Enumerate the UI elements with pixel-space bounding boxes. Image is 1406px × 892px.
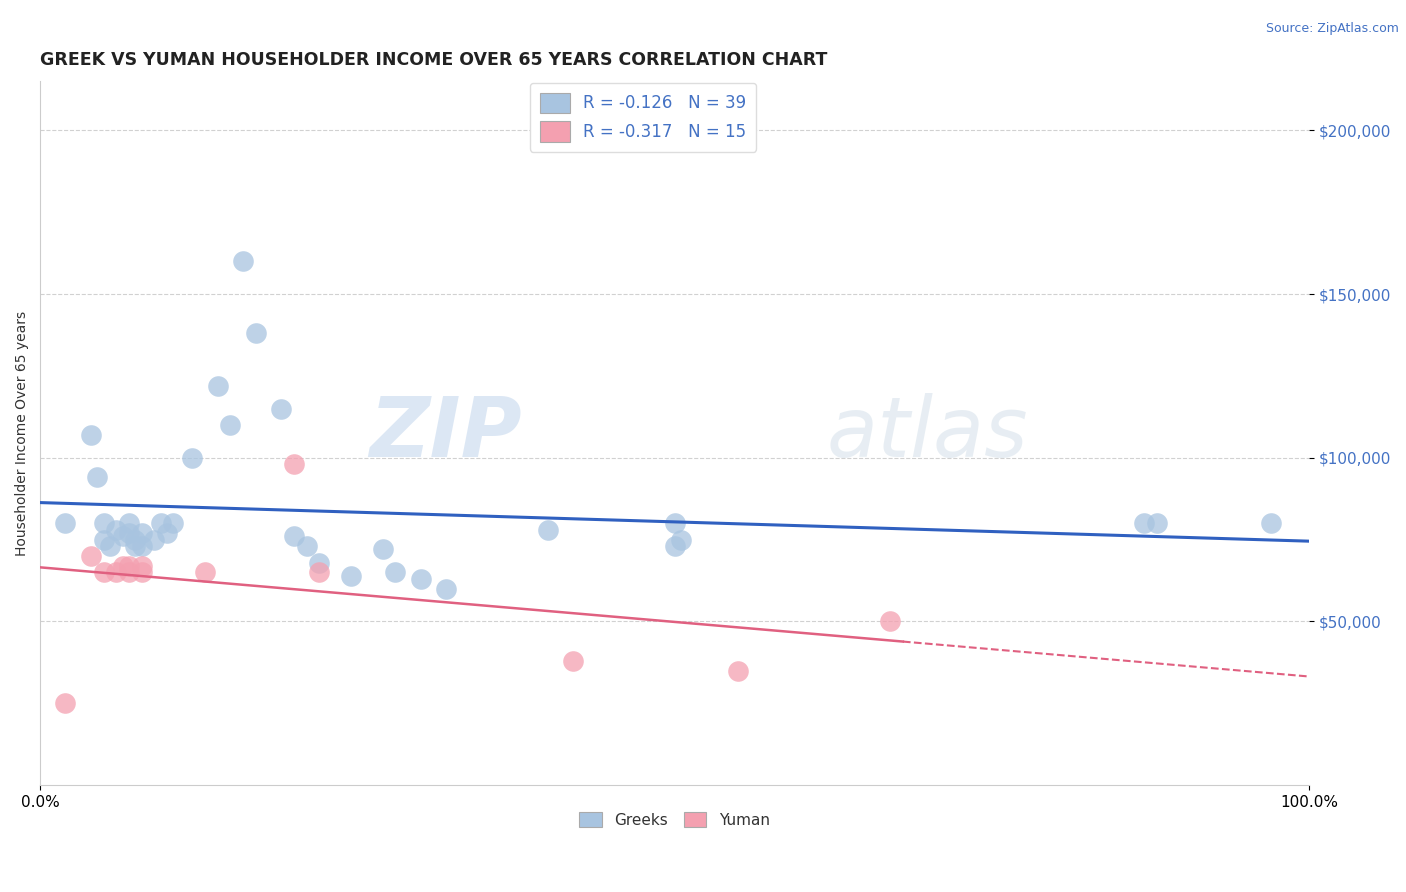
- Point: [93, 516, 115, 531]
- Point: [80, 428, 103, 442]
- Point: [131, 566, 153, 580]
- Point: [727, 664, 749, 678]
- Point: [1133, 516, 1156, 531]
- Point: [308, 556, 330, 570]
- Point: [295, 539, 318, 553]
- Point: [1146, 516, 1168, 531]
- Point: [562, 654, 585, 668]
- Point: [669, 533, 692, 547]
- Point: [232, 254, 254, 268]
- Point: [283, 529, 305, 543]
- Point: [118, 558, 141, 573]
- Point: [1260, 516, 1282, 531]
- Point: [55, 516, 77, 531]
- Point: [111, 529, 134, 543]
- Text: GREEK VS YUMAN HOUSEHOLDER INCOME OVER 65 YEARS CORRELATION CHART: GREEK VS YUMAN HOUSEHOLDER INCOME OVER 6…: [41, 51, 828, 69]
- Point: [93, 566, 115, 580]
- Point: [98, 539, 121, 553]
- Point: [93, 533, 115, 547]
- Point: [131, 526, 153, 541]
- Y-axis label: Householder Income Over 65 years: Householder Income Over 65 years: [15, 310, 30, 556]
- Point: [283, 458, 305, 472]
- Point: [131, 539, 153, 553]
- Point: [664, 516, 686, 531]
- Point: [105, 523, 128, 537]
- Point: [245, 326, 267, 341]
- Legend: Greeks, Yuman: Greeks, Yuman: [574, 805, 776, 834]
- Point: [143, 533, 166, 547]
- Point: [409, 572, 432, 586]
- Point: [270, 401, 292, 416]
- Point: [384, 566, 406, 580]
- Point: [371, 542, 394, 557]
- Point: [308, 566, 330, 580]
- Point: [118, 566, 141, 580]
- Point: [149, 516, 172, 531]
- Point: [162, 516, 184, 531]
- Text: Source: ZipAtlas.com: Source: ZipAtlas.com: [1265, 22, 1399, 36]
- Point: [124, 539, 146, 553]
- Point: [181, 450, 204, 465]
- Point: [879, 615, 901, 629]
- Point: [131, 558, 153, 573]
- Point: [219, 417, 242, 432]
- Point: [55, 696, 77, 710]
- Point: [536, 523, 558, 537]
- Point: [207, 378, 229, 392]
- Point: [86, 470, 108, 484]
- Text: atlas: atlas: [827, 392, 1028, 474]
- Point: [111, 558, 134, 573]
- Point: [118, 526, 141, 541]
- Point: [664, 539, 686, 553]
- Point: [156, 526, 179, 541]
- Point: [105, 566, 128, 580]
- Point: [434, 582, 457, 596]
- Point: [80, 549, 103, 563]
- Text: ZIP: ZIP: [370, 392, 522, 474]
- Point: [340, 568, 363, 582]
- Point: [118, 516, 141, 531]
- Point: [124, 533, 146, 547]
- Point: [194, 566, 217, 580]
